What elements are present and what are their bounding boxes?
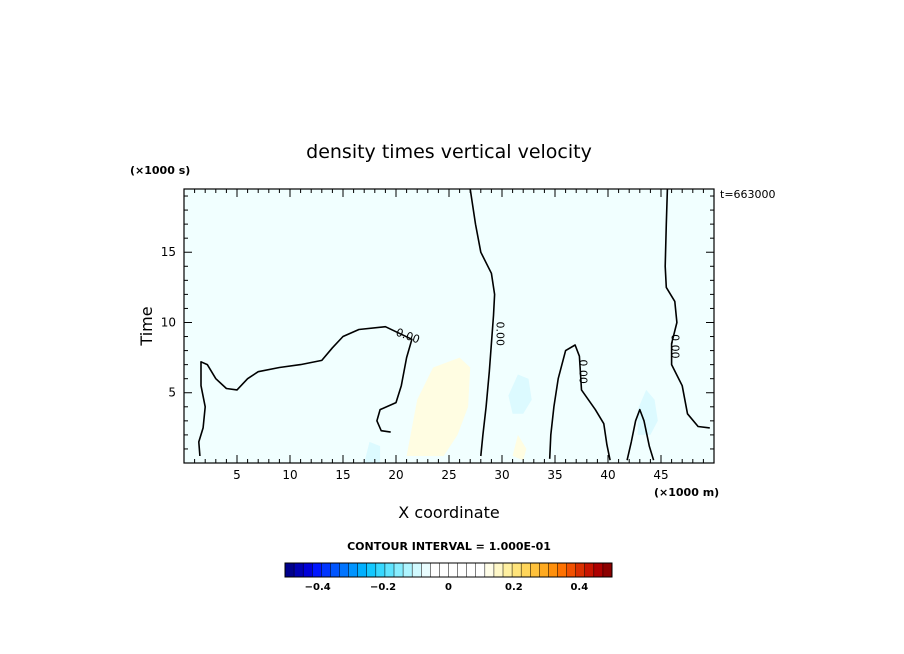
x-tick-label: 45 xyxy=(653,468,668,482)
contour-label: 0.00 xyxy=(669,334,682,359)
colorbar-cell xyxy=(602,563,613,577)
x-unit-label: (×1000 m) xyxy=(654,486,719,499)
colorbar-cell xyxy=(339,563,349,577)
shaded-region-5 xyxy=(364,441,381,463)
y-axis-label: Time xyxy=(137,306,156,346)
colorbar: −0.4 −0.2 0 0.2 0.4 xyxy=(284,562,613,593)
colorbar-tick-label: 0.2 xyxy=(505,582,523,593)
colorbar-tick-label: −0.4 xyxy=(305,582,331,593)
x-tick-label: 15 xyxy=(335,468,350,482)
x-axis-label: X coordinate xyxy=(398,503,499,522)
colorbar-cell xyxy=(403,563,413,577)
x-tick-label: 30 xyxy=(494,468,509,482)
colorbar-cell xyxy=(312,563,322,577)
colorbar-cell xyxy=(457,563,467,577)
colorbar-cell xyxy=(394,563,404,577)
colorbar-cell xyxy=(566,563,576,577)
x-tick-label: 25 xyxy=(441,468,456,482)
zero-contour-4 xyxy=(626,408,655,461)
x-tick-label: 20 xyxy=(388,468,403,482)
colorbar-cell xyxy=(430,563,440,577)
colorbar-cell xyxy=(321,563,331,577)
colorbar-cell xyxy=(439,563,449,577)
colorbar-cell xyxy=(593,563,604,577)
zero-contour-0 xyxy=(198,325,413,457)
colorbar-cell xyxy=(475,563,486,577)
shaded-region-2 xyxy=(512,434,527,461)
zero-contour-3 xyxy=(548,344,611,461)
colorbar-cell xyxy=(530,563,540,577)
y-tick-label: 5 xyxy=(168,386,176,400)
colorbar-cell xyxy=(448,563,458,577)
x-tick-label: 40 xyxy=(600,468,615,482)
colorbar-cell xyxy=(348,563,358,577)
shaded-region-0 xyxy=(184,189,714,463)
contour-label: 0.00 xyxy=(576,359,589,384)
colorbar-cell xyxy=(557,563,567,577)
colorbar-cell xyxy=(421,563,431,577)
colorbar-cell xyxy=(412,563,422,577)
contour-label: 0.00 xyxy=(494,321,507,346)
colorbar-cell xyxy=(512,563,522,577)
chart-title: density times vertical velocity xyxy=(306,141,592,163)
shaded-region-3 xyxy=(508,374,532,414)
y-tick-label: 15 xyxy=(161,245,176,259)
colorbar-tick-label: −0.2 xyxy=(370,582,396,593)
shaded-regions xyxy=(184,189,714,463)
y-unit-label: (×1000 s) xyxy=(130,164,190,177)
colorbar-cell xyxy=(466,563,477,577)
colorbar-tick-label: 0.4 xyxy=(570,582,588,593)
colorbar-title: CONTOUR INTERVAL = 1.000E-01 xyxy=(347,540,551,553)
colorbar-frame xyxy=(284,562,613,578)
colorbar-cell xyxy=(493,563,504,577)
colorbar-cell xyxy=(375,563,386,577)
shaded-region-1 xyxy=(406,357,471,456)
colorbar-cell xyxy=(303,563,313,577)
colorbar-cell xyxy=(357,563,368,577)
colorbar-cell xyxy=(294,563,304,577)
colorbar-cell xyxy=(548,563,558,577)
colorbar-cell xyxy=(484,563,495,577)
colorbar-cell xyxy=(539,563,549,577)
x-tick-label: 10 xyxy=(282,468,297,482)
shaded-region-4 xyxy=(637,389,658,435)
colorbar-cell xyxy=(584,563,595,577)
x-tick-label: 5 xyxy=(233,468,241,482)
zero-contour-2 xyxy=(664,188,710,429)
colorbar-cell xyxy=(330,563,340,577)
zero-contours xyxy=(198,188,710,461)
colorbar-tick-label: 0 xyxy=(445,582,452,593)
colorbar-cell xyxy=(521,563,531,577)
contour-labels: 0.00 0.000.000.00 xyxy=(394,321,682,383)
time-stamp-label: t=663000 xyxy=(720,188,776,201)
colorbar-cell xyxy=(366,563,377,577)
colorbar-cell xyxy=(384,563,395,577)
y-tick-label: 10 xyxy=(161,315,176,329)
colorbar-cell xyxy=(285,563,295,577)
axis-ticks: 5 10 15 20 25 30 35 40 45 5 10 15 xyxy=(161,189,714,482)
colorbar-cell xyxy=(503,563,513,577)
x-tick-label: 35 xyxy=(547,468,562,482)
zero-contour-1 xyxy=(469,188,496,457)
colorbar-cell xyxy=(575,563,586,577)
